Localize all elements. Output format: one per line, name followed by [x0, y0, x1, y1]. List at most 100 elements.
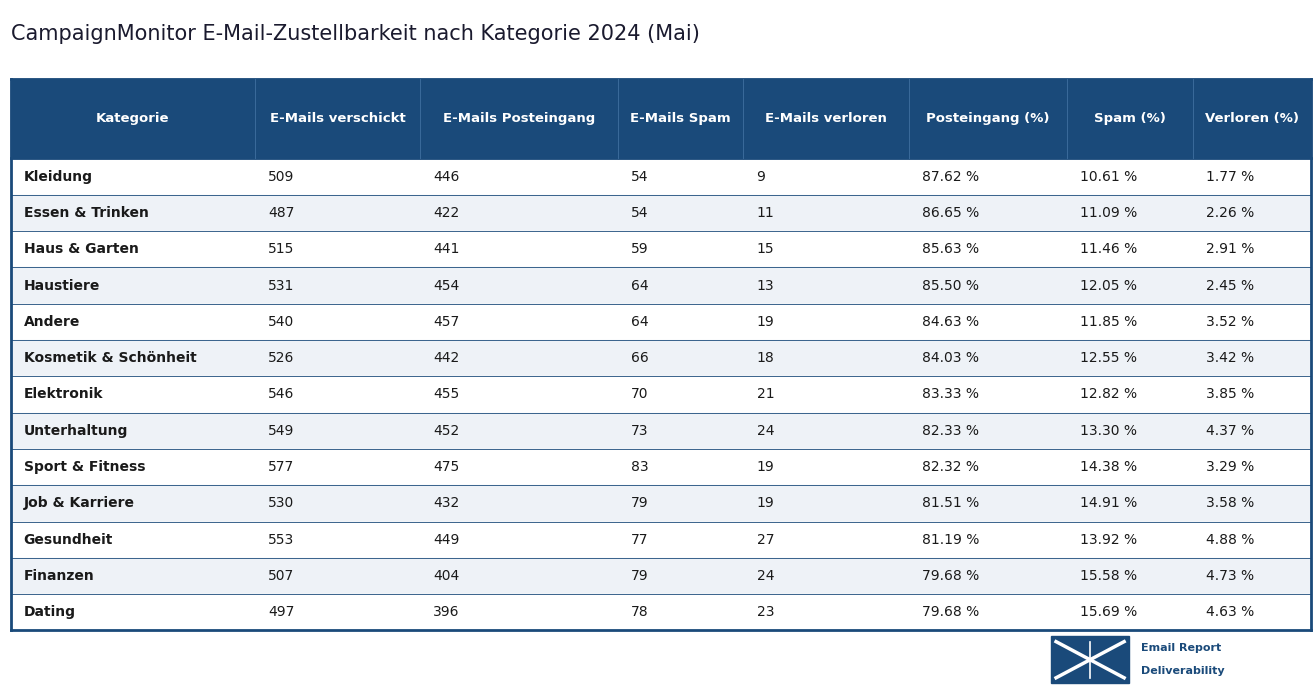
- Text: 82.32 %: 82.32 %: [921, 460, 979, 474]
- Text: 515: 515: [268, 243, 294, 256]
- Text: 2.45 %: 2.45 %: [1206, 278, 1254, 293]
- Text: 4.73 %: 4.73 %: [1206, 569, 1254, 583]
- Text: Essen & Trinken: Essen & Trinken: [24, 206, 148, 220]
- Text: 79.68 %: 79.68 %: [921, 569, 979, 583]
- Text: 3.58 %: 3.58 %: [1206, 496, 1254, 511]
- Text: 64: 64: [631, 278, 649, 293]
- Text: 422: 422: [434, 206, 460, 220]
- Text: 59: 59: [631, 243, 649, 256]
- Text: 13: 13: [757, 278, 774, 293]
- Text: 79: 79: [631, 569, 649, 583]
- Text: Sport & Fitness: Sport & Fitness: [24, 460, 145, 474]
- Text: 21: 21: [757, 387, 774, 402]
- Text: CampaignMonitor E-Mail-Zustellbarkeit nach Kategorie 2024 (Mai): CampaignMonitor E-Mail-Zustellbarkeit na…: [11, 24, 699, 44]
- Text: 12.05 %: 12.05 %: [1080, 278, 1137, 293]
- Text: 530: 530: [268, 496, 294, 511]
- Text: 3.52 %: 3.52 %: [1206, 315, 1254, 329]
- Text: 64: 64: [631, 315, 649, 329]
- Text: 3.85 %: 3.85 %: [1206, 387, 1254, 402]
- Text: 24: 24: [757, 569, 774, 583]
- Text: E-Mails verloren: E-Mails verloren: [765, 112, 887, 125]
- Text: 497: 497: [268, 605, 294, 619]
- Text: 87.62 %: 87.62 %: [921, 169, 979, 184]
- Text: 84.03 %: 84.03 %: [921, 351, 979, 365]
- Text: 24: 24: [757, 424, 774, 438]
- Bar: [1051, 637, 1129, 683]
- Text: 540: 540: [268, 315, 294, 329]
- Text: 4.37 %: 4.37 %: [1206, 424, 1254, 438]
- Text: 546: 546: [268, 387, 294, 402]
- Text: 27: 27: [757, 533, 774, 546]
- Text: 19: 19: [757, 460, 774, 474]
- Text: 84.63 %: 84.63 %: [921, 315, 979, 329]
- Text: 13.30 %: 13.30 %: [1080, 424, 1137, 438]
- Text: Haus & Garten: Haus & Garten: [24, 243, 138, 256]
- Text: 454: 454: [434, 278, 460, 293]
- Text: 14.38 %: 14.38 %: [1080, 460, 1138, 474]
- Text: Verloren (%): Verloren (%): [1205, 112, 1300, 125]
- Text: 83.33 %: 83.33 %: [921, 387, 979, 402]
- Text: 3.29 %: 3.29 %: [1206, 460, 1254, 474]
- Text: 509: 509: [268, 169, 294, 184]
- Text: E-Mails Posteingang: E-Mails Posteingang: [443, 112, 595, 125]
- Text: 549: 549: [268, 424, 294, 438]
- Text: 14.91 %: 14.91 %: [1080, 496, 1138, 511]
- Text: Dating: Dating: [24, 605, 76, 619]
- Text: Kosmetik & Schönheit: Kosmetik & Schönheit: [24, 351, 196, 365]
- Text: E-Mails Spam: E-Mails Spam: [631, 112, 731, 125]
- Text: 78: 78: [631, 605, 649, 619]
- Text: Andere: Andere: [24, 315, 80, 329]
- Text: 18: 18: [757, 351, 774, 365]
- Text: 15.58 %: 15.58 %: [1080, 569, 1138, 583]
- Text: 23: 23: [757, 605, 774, 619]
- Text: 12.82 %: 12.82 %: [1080, 387, 1138, 402]
- Text: 54: 54: [631, 169, 649, 184]
- Text: Gesundheit: Gesundheit: [24, 533, 113, 546]
- Text: Posteingang (%): Posteingang (%): [926, 112, 1050, 125]
- Text: 11: 11: [757, 206, 774, 220]
- Text: 19: 19: [757, 496, 774, 511]
- Text: 13.92 %: 13.92 %: [1080, 533, 1138, 546]
- Text: 3.42 %: 3.42 %: [1206, 351, 1254, 365]
- Text: 66: 66: [631, 351, 649, 365]
- Text: 82.33 %: 82.33 %: [921, 424, 979, 438]
- Text: 11.09 %: 11.09 %: [1080, 206, 1138, 220]
- Text: 85.50 %: 85.50 %: [921, 278, 979, 293]
- Text: 85.63 %: 85.63 %: [921, 243, 979, 256]
- Text: 457: 457: [434, 315, 460, 329]
- Text: 396: 396: [434, 605, 460, 619]
- Text: Finanzen: Finanzen: [24, 569, 95, 583]
- Text: Spam (%): Spam (%): [1093, 112, 1166, 125]
- Text: 11.46 %: 11.46 %: [1080, 243, 1138, 256]
- Text: Haustiere: Haustiere: [24, 278, 100, 293]
- Text: 79.68 %: 79.68 %: [921, 605, 979, 619]
- Text: 70: 70: [631, 387, 649, 402]
- Text: 19: 19: [757, 315, 774, 329]
- Text: 2.91 %: 2.91 %: [1206, 243, 1254, 256]
- Text: 15.69 %: 15.69 %: [1080, 605, 1138, 619]
- Text: 487: 487: [268, 206, 294, 220]
- Text: E-Mails verschickt: E-Mails verschickt: [269, 112, 405, 125]
- Text: 81.51 %: 81.51 %: [921, 496, 979, 511]
- Text: Kleidung: Kleidung: [24, 169, 93, 184]
- Text: 577: 577: [268, 460, 294, 474]
- Text: 507: 507: [268, 569, 294, 583]
- Text: Elektronik: Elektronik: [24, 387, 104, 402]
- Text: 452: 452: [434, 424, 460, 438]
- Text: Job & Karriere: Job & Karriere: [24, 496, 134, 511]
- Text: 81.19 %: 81.19 %: [921, 533, 979, 546]
- Text: 86.65 %: 86.65 %: [921, 206, 979, 220]
- Text: 455: 455: [434, 387, 460, 402]
- Text: 12.55 %: 12.55 %: [1080, 351, 1137, 365]
- Text: 79: 79: [631, 496, 649, 511]
- Text: Unterhaltung: Unterhaltung: [24, 424, 127, 438]
- Text: 449: 449: [434, 533, 460, 546]
- Text: Kategorie: Kategorie: [96, 112, 170, 125]
- Text: 9: 9: [757, 169, 766, 184]
- Text: 83: 83: [631, 460, 649, 474]
- Text: Deliverability: Deliverability: [1141, 666, 1225, 676]
- Text: 475: 475: [434, 460, 460, 474]
- Text: 73: 73: [631, 424, 649, 438]
- Text: 432: 432: [434, 496, 460, 511]
- Text: 11.85 %: 11.85 %: [1080, 315, 1138, 329]
